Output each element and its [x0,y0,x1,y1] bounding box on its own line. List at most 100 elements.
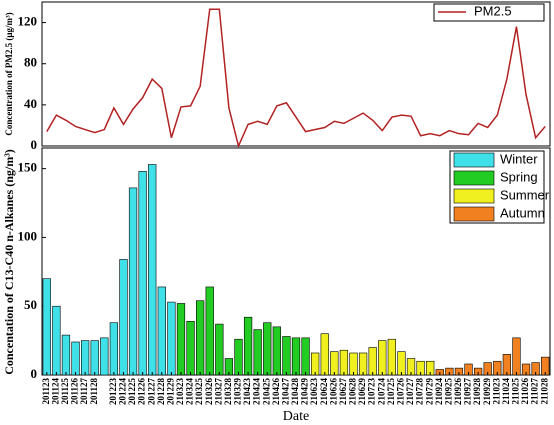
legend-box [433,3,545,22]
x-tick-label: 201223 [108,378,118,406]
x-tick-label: 210329 [233,378,243,406]
bar [157,286,166,376]
x-tick-label: 210326 [204,378,214,406]
x-tick-label: 201226 [137,378,147,406]
x-tick-label: 210426 [271,378,281,406]
y-tick-label: 0 [31,137,38,152]
x-tick-label: 210628 [348,378,358,406]
x-tick-label: 211024 [501,378,511,405]
x-tick-label: 210328 [223,378,233,406]
x-tick-label: 210624 [319,378,329,406]
bar [234,338,243,376]
x-tick-label: 210726 [395,378,405,406]
x-tick-label: 210325 [194,378,204,406]
legend-label: Spring [500,169,538,184]
bar [205,286,214,376]
bar [330,351,339,376]
bar [215,323,224,376]
x-tick-label: 211028 [539,378,549,405]
x-tick-label: 210424 [252,378,262,406]
top-frame [41,1,551,147]
x-tick-label: 210927 [463,378,473,406]
x-tick-label: 201127 [79,378,89,405]
bar [320,333,329,376]
y-tick-label: 100 [18,228,38,243]
bar [167,301,176,376]
x-tick-label: 210925 [443,378,453,406]
x-tick-label: 210429 [300,378,310,406]
bar [397,351,406,376]
bar [512,337,521,376]
x-tick-label: 201229 [165,378,175,406]
bar [109,322,119,376]
legend-swatch [453,152,495,168]
bar [243,316,253,376]
x-tick-label: 210626 [328,378,338,406]
legend-label: Winter [500,151,538,166]
line [46,8,546,149]
x-tick-label: 201227 [146,378,156,406]
x-tick-label: 201126 [70,378,80,405]
x-tick-label: 210729 [424,378,434,406]
x-tick-label: 210327 [213,378,223,406]
x-tick-label: 210924 [434,378,444,406]
x-tick-label: 201224 [118,378,128,406]
bar [148,164,157,376]
bar [80,340,90,376]
x-tick-label: 210728 [415,378,425,406]
x-tick-label: 201225 [127,378,137,406]
legend-label: Autumn [500,205,545,220]
x-tick-label: 210629 [357,378,367,406]
x-tick-label: 210727 [405,378,415,406]
x-tick-label: 211026 [520,378,530,405]
legend-label: PM2.5 [474,3,512,18]
x-tick-label: 210323 [175,378,185,406]
x-tick-label: 210926 [453,378,463,406]
bar [61,334,71,376]
y-tick-label: 120 [18,14,38,29]
legend-swatch [453,188,495,204]
bar [291,337,301,376]
y-tick-label: 0 [31,366,38,381]
bar [272,326,281,376]
bar [176,303,186,376]
x-tick-label: 210724 [376,378,386,406]
bar [128,187,138,376]
x-tick-label: 211023 [491,378,501,405]
x-tick-label: 210627 [338,378,348,406]
x-tick-label: 210423 [242,378,252,406]
bar [71,341,80,376]
y-tick-label: 40 [24,96,37,111]
x-tick-label: 211025 [511,378,521,405]
bar [368,347,377,376]
bar [282,336,291,376]
bar [339,349,349,376]
bar [358,352,368,376]
x-tick-label: 210928 [472,378,482,406]
x-tick-label: 201124 [50,378,60,405]
x-label: Date [283,409,309,424]
bar [349,352,358,376]
legend-label: Summer [500,187,550,202]
bar [311,352,320,376]
x-tick-label: 210428 [290,378,300,406]
bar [138,171,147,376]
bar [301,337,310,376]
bar [119,259,128,376]
x-tick-label: 210427 [280,378,290,406]
bar [42,278,51,376]
y-tick-label: 50 [24,297,37,312]
x-tick-label: 201123 [41,378,51,405]
bar [186,321,195,376]
x-tick-label: 210425 [261,378,271,406]
y-tick-label: 80 [24,55,37,70]
legend-swatch [453,206,495,222]
bottom-y-label: Concentation of C13-C40 n-Alkanes (ng/m³… [2,149,16,375]
x-tick-label: 210725 [386,378,396,406]
x-tick-label: 201228 [156,378,166,406]
x-tick-label: 210723 [367,378,377,406]
bar [502,354,512,376]
x-tick-label: 210623 [309,378,319,406]
bar [196,300,205,376]
